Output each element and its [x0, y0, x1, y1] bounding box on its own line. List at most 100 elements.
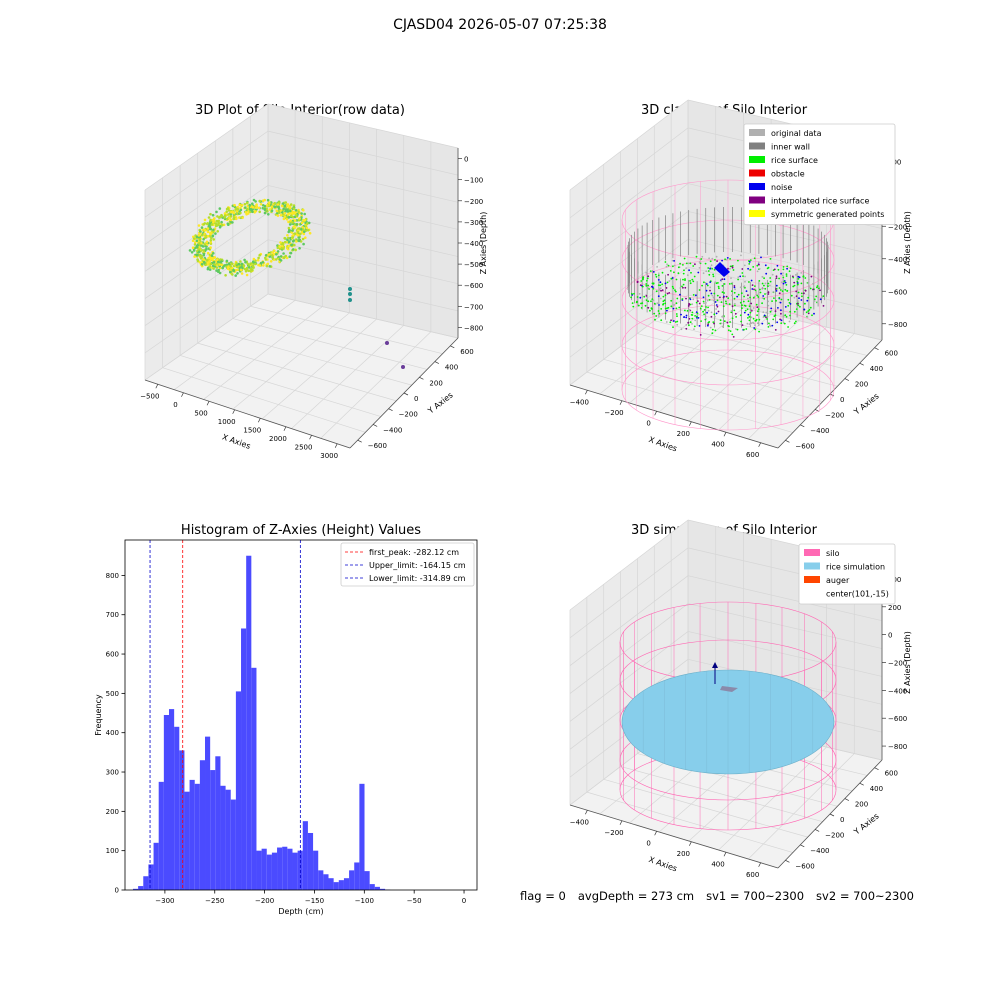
raw-point: [265, 204, 269, 207]
surface-point: [732, 269, 735, 271]
surface-point: [751, 288, 754, 290]
y-axis-label: Y Axies: [851, 812, 880, 838]
outlier-point: [348, 292, 352, 296]
raw-point: [220, 263, 224, 267]
raw-point: [287, 213, 290, 216]
surface-point: [707, 309, 710, 312]
raw-point: [287, 236, 290, 240]
histogram-bar: [349, 870, 355, 890]
z-tick-label: −200: [464, 198, 483, 206]
outlier-point: [348, 287, 352, 291]
surface-point: [757, 261, 760, 264]
surface-point: [757, 296, 760, 298]
surface-point: [656, 266, 658, 268]
raw-point: [216, 215, 219, 218]
surface-point: [710, 264, 713, 267]
raw-point: [271, 251, 274, 254]
surface-point: [657, 295, 660, 298]
y-tick-label: 600: [885, 350, 898, 358]
surface-point: [664, 261, 667, 263]
raw-point: [212, 267, 215, 270]
raw-point: [285, 204, 289, 208]
surface-point: [663, 299, 666, 302]
raw-point: [209, 227, 213, 231]
raw-point: [264, 254, 268, 257]
z-tick-label: −700: [464, 303, 483, 311]
surface-point: [687, 321, 690, 324]
raw-point: [259, 203, 263, 206]
surface-point: [715, 308, 717, 310]
surface-point: [698, 302, 701, 305]
surface-point: [800, 282, 803, 285]
surface-point: [675, 313, 678, 315]
outlier-point: [348, 298, 352, 302]
surface-point: [662, 303, 664, 306]
surface-point: [708, 273, 711, 276]
x-tick-label: 400: [711, 860, 724, 868]
surface-point: [765, 316, 767, 319]
raw-point: [271, 257, 275, 260]
surface-point: [722, 296, 725, 299]
raw-point: [209, 239, 213, 242]
legend-box: [798, 543, 896, 605]
surface-point: [777, 268, 780, 271]
surface-point: [679, 293, 681, 296]
z-tick-label: 0: [888, 632, 892, 640]
surface-point: [645, 271, 648, 274]
surface-point: [789, 267, 792, 270]
histogram-bar: [328, 878, 334, 890]
surface-point: [736, 295, 739, 298]
raw-point: [282, 247, 285, 250]
surface-point: [716, 299, 719, 302]
histogram-bar: [266, 854, 272, 890]
surface-point: [807, 296, 810, 299]
surface-point: [720, 280, 723, 282]
surface-point: [756, 270, 759, 273]
raw-point: [289, 209, 292, 213]
histogram-bar: [307, 832, 314, 890]
surface-point: [714, 281, 716, 283]
surface-point: [691, 311, 694, 314]
surface-point: [722, 315, 724, 317]
surface-point: [687, 262, 690, 265]
surface-point: [779, 301, 782, 304]
surface-point: [685, 327, 688, 330]
surface-point: [806, 299, 809, 302]
raw-point: [211, 234, 215, 237]
y-tick-label: −600: [368, 442, 387, 450]
noise-cluster: [714, 262, 730, 277]
surface-point: [780, 309, 782, 312]
raw-point: [251, 210, 254, 214]
raw-point: [276, 250, 280, 253]
surface-point: [759, 288, 761, 291]
surface-point: [691, 323, 693, 325]
raw-point: [263, 204, 267, 208]
surface-point: [752, 321, 754, 324]
surface-point: [676, 315, 678, 318]
x-tick-label: −200: [604, 409, 623, 417]
raw-point: [206, 251, 210, 255]
raw-point: [209, 241, 212, 244]
raw-point: [294, 209, 298, 212]
surface-point: [743, 285, 746, 287]
z-tick-label: −200: [888, 223, 907, 231]
x-tick-label: −300: [155, 897, 174, 905]
raw-point: [265, 264, 269, 268]
raw-point: [217, 219, 220, 223]
histogram-bar: [199, 760, 206, 890]
surface-point: [742, 275, 744, 277]
raw-point: [202, 258, 205, 261]
surface-point: [692, 298, 695, 301]
y-tick-label: 100: [106, 847, 119, 855]
histogram-bar: [292, 852, 298, 890]
raw-point: [212, 221, 215, 224]
raw-point: [251, 260, 255, 264]
z-axis-label: Z Axies (Depth): [903, 631, 912, 694]
surface-point: [744, 275, 746, 278]
surface-point: [796, 280, 799, 283]
surface-point: [784, 314, 787, 317]
y-tick-label: 0: [414, 395, 418, 403]
surface-point: [712, 321, 715, 323]
y-tick-label: 600: [106, 651, 119, 659]
surface-point: [754, 328, 757, 331]
